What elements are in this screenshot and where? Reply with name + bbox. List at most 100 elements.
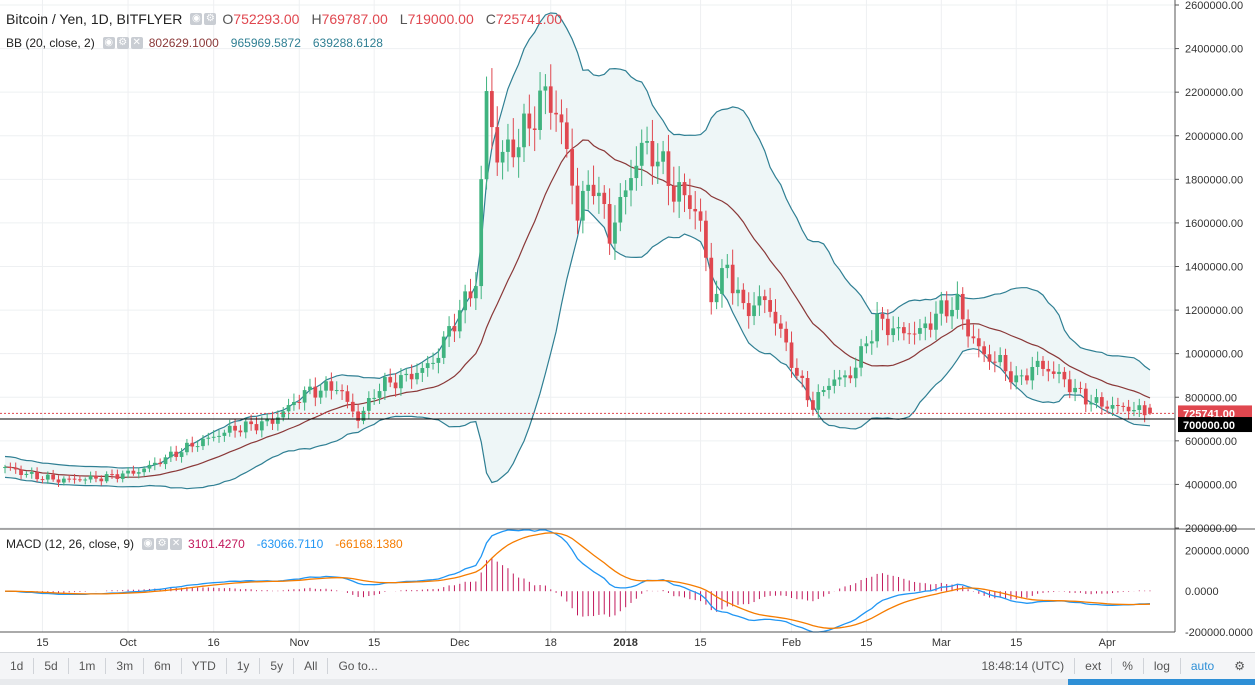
candle-body [297,402,302,404]
candle-body [1003,355,1008,372]
candle-body [736,289,740,294]
candle-body [324,381,328,391]
legend-controls[interactable]: ◉ ⚙ [190,13,217,25]
candle-body [918,328,922,334]
candle-body [768,300,772,312]
candle-body [409,373,414,380]
candle-body [340,390,344,392]
candle-body [982,346,987,355]
macd-controls[interactable]: ◉ ⚙ ✕ [142,538,183,550]
range-all[interactable]: All [304,659,318,673]
candle-body [682,182,687,196]
candle-body [19,469,23,475]
candle-body [939,300,944,314]
gear-icon[interactable]: ⚙ [1234,659,1245,673]
candle-body [580,190,585,221]
range-1m[interactable]: 1m [78,659,96,673]
candle-body [8,466,13,468]
remove-icon[interactable]: ✕ [130,37,143,49]
range-5d[interactable]: 5d [44,659,58,673]
candle-body [1030,366,1035,381]
candle-body [329,381,334,391]
candle-body [885,318,890,336]
candle-body [704,220,708,258]
candle-body [1116,404,1120,406]
candle-body [618,196,623,223]
goto-date-button[interactable]: Go to... [338,659,378,673]
candle-body [960,293,965,320]
bb-label: BB (20, close, 2) [6,36,95,50]
candle-body [634,165,639,179]
candle-body [720,268,724,294]
time-tick-label: 18 [545,637,557,649]
symbol-title: Bitcoin / Yen, 1D, BITFLYER [6,11,183,27]
settings-icon[interactable]: ⚙ [156,538,169,550]
ext-toggle[interactable]: ext [1085,659,1102,673]
log-toggle[interactable]: log [1153,659,1170,673]
percent-toggle[interactable]: % [1122,659,1133,673]
candle-body [623,190,628,197]
candle-body [45,474,50,480]
settings-icon[interactable]: ⚙ [116,37,129,49]
candle-body [265,419,270,422]
candle-body [548,86,553,113]
price-tick-label: 1000000.00 [1185,349,1243,361]
candle-body [1035,360,1040,367]
candle-body [864,343,869,347]
scroll-indicator[interactable] [1068,679,1255,685]
candle-body [126,470,130,474]
bb-upper-value: 965969.5872 [230,36,301,50]
candle-body [254,424,259,431]
candle-body [441,336,446,358]
candle-body [452,326,457,332]
range-1y[interactable]: 1y [236,659,250,673]
candle-body [484,91,489,180]
eye-icon[interactable]: ◉ [190,13,203,25]
price-tick-label: 1200000.00 [1185,305,1243,317]
eye-icon[interactable]: ◉ [102,37,115,49]
price-tick-label: 2200000.00 [1185,87,1243,99]
macd-tick-label: 200000.0000 [1185,545,1249,557]
open-value: 752293.00 [233,11,300,27]
bb-fill [5,13,1150,489]
bb-controls[interactable]: ◉ ⚙ ✕ [102,37,143,49]
price-axis: 200000.00 400000.00 600000.00 800000.00 1000… [0,0,1253,639]
candle-body [602,192,607,205]
range-6m[interactable]: 6m [154,659,171,673]
candle-body [147,464,152,469]
candle-body [174,451,179,457]
candle-body [869,341,874,344]
candle-body [805,378,810,401]
candle-body [136,472,141,474]
candle-body [361,410,366,421]
candle-body [243,421,248,433]
candle-body [292,402,296,406]
range-5y[interactable]: 5y [270,659,284,673]
candle-body [591,184,596,197]
bollinger-bands [4,12,1151,490]
candle-body [650,141,655,167]
range-ytd[interactable]: YTD [191,659,216,673]
candle-body [527,113,532,129]
settings-icon[interactable]: ⚙ [204,13,217,25]
range-3m[interactable]: 3m [116,659,134,673]
candle-body [388,377,393,383]
candle-body [40,479,45,481]
candle-body [233,425,237,431]
range-1d[interactable]: 1d [10,659,24,673]
candle-body [891,328,896,336]
candle-body [575,185,580,221]
candle-body [1105,406,1110,409]
candle-body [950,309,954,317]
eye-icon[interactable]: ◉ [142,538,155,550]
candle-body [859,346,863,368]
price-chart[interactable]: 200000.00 400000.00 600000.00 800000.00 1000… [0,0,1255,652]
utc-clock[interactable]: 18:48:14 (UTC) [981,659,1065,673]
auto-toggle[interactable]: auto [1190,659,1215,673]
candle-body [538,90,542,130]
remove-icon[interactable]: ✕ [170,538,183,550]
macd-line [4,529,1151,633]
candle-body [420,368,425,373]
candle-body [511,139,516,158]
candle-body [1121,405,1126,407]
